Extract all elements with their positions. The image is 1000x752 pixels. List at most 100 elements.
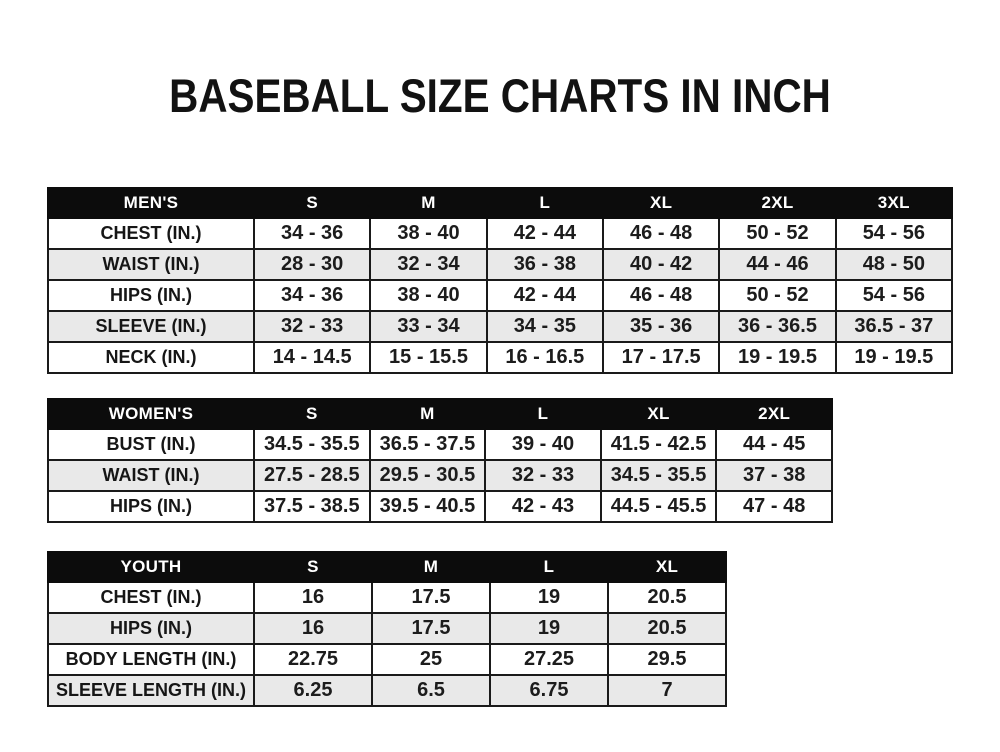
mens-column-header: S: [252, 187, 372, 219]
table-row: SLEEVE (IN.) 32 - 33 33 - 34 34 - 35 35 - 36…: [47, 310, 954, 343]
size-value: 22.75: [253, 643, 373, 676]
size-value: 36 - 38: [485, 248, 604, 281]
womens-column-header: 2XL: [715, 398, 833, 430]
row-label: NECK (IN.): [47, 341, 255, 374]
size-value: 27.5 - 28.5: [253, 459, 371, 492]
womens-size-table: WOMEN'S S M L XL 2XL BUST (IN.) 34.5 - 35.5 36.5…: [47, 398, 833, 523]
size-value: 37.5 - 38.5: [253, 490, 371, 523]
size-value: 50 - 52: [718, 279, 837, 312]
size-value: 44 - 46: [718, 248, 837, 281]
row-label: WAIST (IN.): [47, 248, 255, 281]
table-row: WAIST (IN.) 28 - 30 32 - 34 36 - 38 40 - 42 4…: [47, 248, 954, 281]
row-label: CHEST (IN.): [47, 581, 255, 614]
size-value: 6.75: [489, 674, 609, 707]
size-value: 29.5: [607, 643, 727, 676]
row-label: HIPS (IN.): [47, 279, 255, 312]
size-value: 25: [371, 643, 491, 676]
size-value: 20.5: [607, 612, 727, 645]
womens-column-header: M: [368, 398, 487, 430]
row-label: SLEEVE (IN.): [47, 310, 255, 343]
size-value: 17 - 17.5: [601, 341, 721, 374]
table-row: WAIST (IN.) 27.5 - 28.5 29.5 - 30.5 32 - 33…: [47, 459, 833, 492]
page-title: BASEBALL SIZE CHARTS IN INCH: [169, 69, 831, 122]
size-value: 14 - 14.5: [252, 341, 372, 374]
womens-column-header: L: [484, 398, 602, 430]
size-value: 48 - 50: [834, 248, 954, 281]
size-value: 38 - 40: [369, 217, 488, 250]
size-value: 42 - 44: [485, 217, 604, 250]
size-value: 38 - 40: [369, 279, 488, 312]
row-label: HIPS (IN.): [47, 490, 255, 523]
size-value: 46 - 48: [601, 217, 721, 250]
size-value: 17.5: [371, 581, 491, 614]
size-value: 42 - 44: [485, 279, 604, 312]
size-value: 15 - 15.5: [369, 341, 488, 374]
mens-column-header: L: [485, 187, 604, 219]
womens-header-row: WOMEN'S S M L XL 2XL: [47, 398, 833, 430]
size-value: 41.5 - 42.5: [599, 428, 718, 461]
size-value: 19: [489, 581, 609, 614]
size-value: 37 - 38: [715, 459, 833, 492]
youth-column-header: XL: [607, 551, 727, 583]
size-value: 32 - 34: [369, 248, 488, 281]
womens-group-header: WOMEN'S: [47, 398, 255, 430]
size-value: 36.5 - 37.5: [368, 428, 487, 461]
size-value: 44.5 - 45.5: [599, 490, 718, 523]
table-row: BODY LENGTH (IN.) 22.75 25 27.25 29.5: [47, 643, 727, 676]
size-value: 6.25: [253, 674, 373, 707]
size-value: 16 - 16.5: [485, 341, 604, 374]
youth-column-header: S: [253, 551, 373, 583]
youth-column-header: M: [371, 551, 491, 583]
table-row: HIPS (IN.) 16 17.5 19 20.5: [47, 612, 727, 645]
size-value: 54 - 56: [834, 217, 954, 250]
size-value: 34 - 36: [252, 279, 372, 312]
mens-header-row: MEN'S S M L XL 2XL 3XL: [47, 187, 954, 219]
youth-column-header: L: [489, 551, 609, 583]
size-value: 50 - 52: [718, 217, 837, 250]
table-row: CHEST (IN.) 16 17.5 19 20.5: [47, 581, 727, 614]
mens-size-table: MEN'S S M L XL 2XL 3XL CHEST (IN.) 34 - 36 38 - 4…: [47, 187, 954, 374]
size-value: 40 - 42: [601, 248, 721, 281]
size-value: 42 - 43: [484, 490, 602, 523]
size-value: 32 - 33: [252, 310, 372, 343]
table-row: NECK (IN.) 14 - 14.5 15 - 15.5 16 - 16.5 17 …: [47, 341, 954, 374]
table-row: HIPS (IN.) 37.5 - 38.5 39.5 - 40.5 42 - 43 4…: [47, 490, 833, 523]
youth-group-header: YOUTH: [47, 551, 255, 583]
size-value: 39 - 40: [484, 428, 602, 461]
size-value: 34 - 35: [485, 310, 604, 343]
table-row: CHEST (IN.) 34 - 36 38 - 40 42 - 44 46 - 48 5…: [47, 217, 954, 250]
mens-column-header: 3XL: [834, 187, 954, 219]
size-value: 28 - 30: [252, 248, 372, 281]
size-value: 32 - 33: [484, 459, 602, 492]
table-row: SLEEVE LENGTH (IN.) 6.25 6.5 6.75 7: [47, 674, 727, 707]
table-row: BUST (IN.) 34.5 - 35.5 36.5 - 37.5 39 - 40 4…: [47, 428, 833, 461]
size-value: 6.5: [371, 674, 491, 707]
size-value: 19 - 19.5: [834, 341, 954, 374]
size-value: 27.25: [489, 643, 609, 676]
size-value: 19 - 19.5: [718, 341, 837, 374]
row-label: BODY LENGTH (IN.): [47, 643, 255, 676]
size-value: 7: [607, 674, 727, 707]
size-value: 34.5 - 35.5: [599, 459, 718, 492]
size-value: 54 - 56: [834, 279, 954, 312]
size-value: 35 - 36: [601, 310, 721, 343]
size-value: 47 - 48: [715, 490, 833, 523]
size-value: 33 - 34: [369, 310, 488, 343]
row-label: SLEEVE LENGTH (IN.): [47, 674, 255, 707]
size-value: 16: [253, 581, 373, 614]
size-value: 19: [489, 612, 609, 645]
row-label: BUST (IN.): [47, 428, 255, 461]
mens-group-header: MEN'S: [47, 187, 255, 219]
size-value: 17.5: [371, 612, 491, 645]
womens-column-header: S: [253, 398, 371, 430]
size-value: 36.5 - 37: [834, 310, 954, 343]
row-label: HIPS (IN.): [47, 612, 255, 645]
size-value: 29.5 - 30.5: [368, 459, 487, 492]
size-value: 34.5 - 35.5: [253, 428, 371, 461]
size-value: 36 - 36.5: [718, 310, 837, 343]
mens-column-header: 2XL: [718, 187, 837, 219]
mens-column-header: XL: [601, 187, 721, 219]
size-value: 46 - 48: [601, 279, 721, 312]
row-label: CHEST (IN.): [47, 217, 255, 250]
size-value: 39.5 - 40.5: [368, 490, 487, 523]
